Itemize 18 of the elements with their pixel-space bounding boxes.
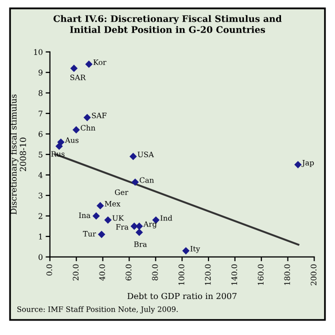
- y-axis-title: Discretionary fiscal stimulus 2008-10: [10, 94, 26, 214]
- point: [131, 178, 139, 186]
- point: [130, 152, 137, 160]
- point: [84, 114, 91, 122]
- point: [136, 228, 143, 236]
- point: [55, 142, 63, 150]
- point: [294, 161, 302, 168]
- point: [136, 222, 143, 230]
- point: [96, 202, 104, 210]
- point: [70, 64, 78, 72]
- point: [182, 247, 190, 254]
- chart-title: Chart IV.6: Discretionary Fiscal Stimulus and Initial Debt Position in G-20 Countries: [54, 15, 282, 33]
- x-axis-title: Debt to GDP ratio in 2007: [127, 292, 237, 300]
- point: [72, 126, 80, 134]
- point: [92, 212, 100, 220]
- point: [104, 216, 112, 224]
- point: [85, 60, 93, 68]
- point: [98, 230, 106, 238]
